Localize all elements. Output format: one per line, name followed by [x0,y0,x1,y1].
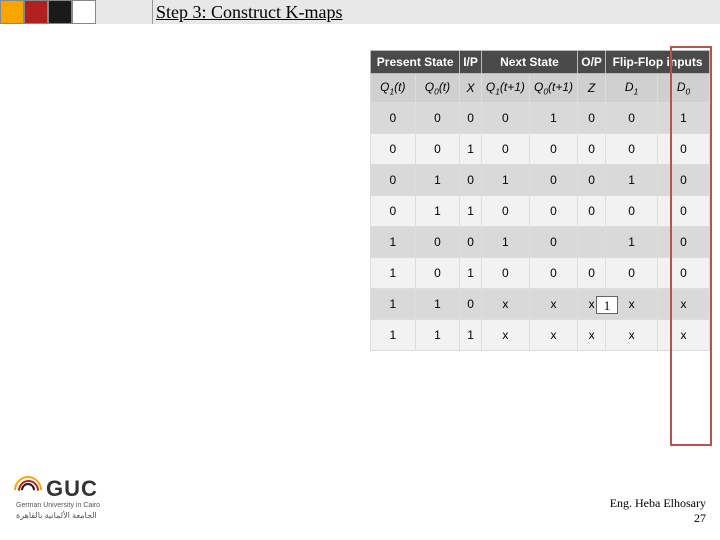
table-cell: x [481,320,529,351]
table-cell: x [606,320,658,351]
table-cell: 1 [606,165,658,196]
table-cell: x [529,320,577,351]
overlay-cell-one: 1 [596,296,618,314]
guc-subtitle: German University in Cairo [16,502,184,509]
guc-arcs-icon [14,476,40,502]
footer-page: 27 [610,511,706,526]
table-cell: 1 [481,165,529,196]
table-cell: 0 [481,258,529,289]
table-cell: 0 [529,165,577,196]
table-cell: 1 [415,165,460,196]
col-subheader: D1 [606,74,658,103]
logo-square [72,0,96,24]
table-cell: x [578,320,606,351]
table-cell: 1 [371,320,416,351]
table-row: 1001010 [371,227,710,258]
title-divider [152,0,153,24]
footer-author: Eng. Heba Elhosary [610,496,706,511]
table-cell: 0 [606,134,658,165]
table-cell: 0 [529,258,577,289]
table-head: Present StateI/PNext StateO/PFlip-Flop i… [371,51,710,103]
table-cell: 0 [578,258,606,289]
col-group-header: Present State [371,51,460,74]
table-cell: 0 [371,134,416,165]
table-cell: x [529,289,577,320]
table-cell: 1 [460,258,482,289]
table-cell: 1 [415,196,460,227]
table-cell: x [481,289,529,320]
col-subheader: Q0(t) [415,74,460,103]
table-cell: 0 [415,103,460,134]
table-cell: 0 [371,103,416,134]
top-bar [0,0,720,24]
table-body: 0000100100100000010100100110000010010101… [371,103,710,351]
table-cell [578,227,606,258]
col-subheader: Z [578,74,606,103]
table-row: 00001001 [371,103,710,134]
table-cell: 0 [460,227,482,258]
logo-squares [0,0,96,24]
state-table: Present StateI/PNext StateO/PFlip-Flop i… [370,50,710,351]
table-cell: 0 [371,165,416,196]
table-cell: 1 [481,227,529,258]
table-cell: 1 [371,289,416,320]
table-cell: 0 [529,196,577,227]
table-row: 01010010 [371,165,710,196]
slide-title: Step 3: Construct K-maps [156,0,343,24]
col-group-header: O/P [578,51,606,74]
table-row: 00100000 [371,134,710,165]
table-cell: 0 [606,103,658,134]
table-cell: 0 [371,196,416,227]
table-cell: 0 [415,258,460,289]
table-row: 110xxxxx [371,289,710,320]
table-cell: 0 [578,103,606,134]
col-subheader: Q0(t+1) [529,74,577,103]
col-group-header: I/P [460,51,482,74]
highlight-box-d0 [670,46,712,446]
table-cell: 1 [415,289,460,320]
table-cell: 1 [415,320,460,351]
guc-logo: GUC German University in Cairo الجامعة ا… [14,476,184,520]
logo-square [48,0,72,24]
table-cell: 0 [529,134,577,165]
table-cell: 0 [578,134,606,165]
table-cell: 1 [371,227,416,258]
table-cell: 1 [606,227,658,258]
logo-square [24,0,48,24]
table-cell: 1 [371,258,416,289]
table-cell: 1 [460,196,482,227]
table-cell: 0 [460,103,482,134]
table-cell: 1 [460,134,482,165]
slide-footer: Eng. Heba Elhosary 27 [610,496,706,526]
table-cell: 0 [606,196,658,227]
table-cell: 1 [529,103,577,134]
table-cell: 0 [578,165,606,196]
table-row: 01100000 [371,196,710,227]
table-cell: 0 [578,196,606,227]
table-cell: 0 [529,227,577,258]
guc-arabic: الجامعة الألمانية بالقاهرة [16,511,184,520]
table-row: 10100000 [371,258,710,289]
guc-main-text: GUC [46,476,98,502]
col-subheader: X [460,74,482,103]
logo-square [0,0,24,24]
table-cell: 0 [481,103,529,134]
table-cell: 0 [460,289,482,320]
table-cell: 0 [460,165,482,196]
col-group-header: Next State [481,51,577,74]
table-cell: 0 [481,196,529,227]
table-cell: 0 [606,258,658,289]
table-cell: 0 [415,134,460,165]
col-subheader: Q1(t) [371,74,416,103]
table-row: 111xxxxx [371,320,710,351]
col-subheader: Q1(t+1) [481,74,529,103]
table-cell: 1 [460,320,482,351]
table-cell: 0 [415,227,460,258]
table-cell: 0 [481,134,529,165]
